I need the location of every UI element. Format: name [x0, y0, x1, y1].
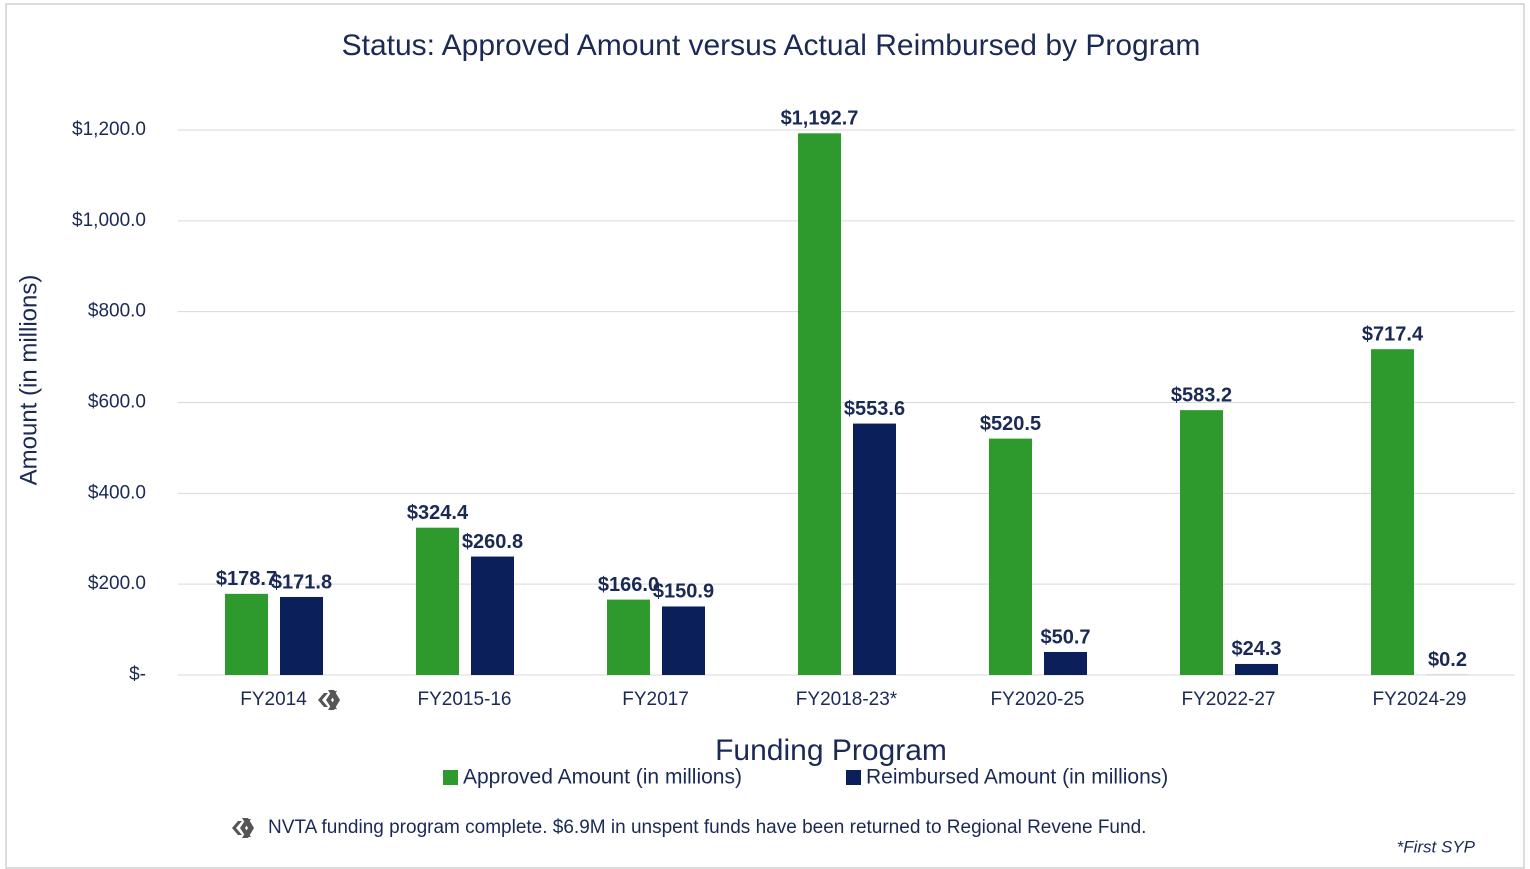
complete-icon: [318, 690, 340, 710]
value-label: $553.6: [844, 398, 905, 420]
bar: [853, 423, 896, 675]
y-tick-label: $400.0: [88, 482, 146, 503]
bar: [225, 593, 268, 675]
bar: [280, 596, 323, 675]
value-label: $0.2: [1428, 649, 1467, 671]
y-tick-label: $1,200.0: [72, 119, 146, 140]
x-tick-label: FY2022-27: [1181, 689, 1275, 710]
value-label: $24.3: [1231, 638, 1281, 660]
value-label: $717.4: [1362, 323, 1424, 345]
legend-label: Approved Amount (in millions): [463, 766, 742, 789]
bar: [607, 599, 650, 675]
y-tick-label: $800.0: [88, 301, 146, 322]
y-tick-label: $-: [129, 664, 146, 685]
legend-label: Reimbursed Amount (in millions): [866, 766, 1168, 789]
bar: [471, 556, 514, 675]
x-tick-label: FY2014: [240, 689, 307, 710]
chart-title: Status: Approved Amount versus Actual Re…: [342, 29, 1201, 62]
y-axis-title: Amount (in millions): [15, 275, 42, 486]
bar: [798, 133, 841, 675]
x-axis-title: Funding Program: [715, 734, 947, 767]
bar: [662, 606, 705, 675]
footnote: NVTA funding program complete. $6.9M in …: [268, 817, 1146, 838]
value-label: $166.0: [598, 574, 659, 596]
y-tick-label: $1,000.0: [72, 210, 146, 231]
y-tick-label: $600.0: [88, 392, 146, 413]
x-tick-label: FY2024-29: [1372, 689, 1466, 710]
x-tick-label: FY2015-16: [417, 689, 511, 710]
value-label: $520.5: [980, 413, 1041, 435]
bar: [1044, 651, 1087, 675]
bar: [989, 438, 1032, 675]
value-label: $1,192.7: [781, 108, 859, 130]
x-tick-label: FY2018-23*: [796, 689, 898, 710]
x-tick-label: FY2020-25: [990, 689, 1084, 710]
footnote-icon: [232, 818, 254, 838]
bar: [1371, 349, 1414, 675]
bar: [416, 527, 459, 675]
value-label: $50.7: [1040, 626, 1090, 648]
value-label: $324.4: [407, 502, 469, 524]
value-label: $178.7: [216, 568, 277, 590]
value-label: $171.8: [271, 571, 332, 593]
note: *First SYP: [1397, 837, 1476, 856]
value-label: $583.2: [1171, 384, 1232, 406]
x-tick-label: FY2017: [622, 689, 689, 710]
bar: [1235, 663, 1278, 675]
legend-swatch: [846, 770, 861, 785]
chart-frame: [5, 3, 1525, 869]
value-label: $150.9: [653, 581, 714, 603]
y-tick-label: $200.0: [88, 573, 146, 594]
bar: [1180, 410, 1223, 675]
legend-swatch: [443, 770, 458, 785]
value-label: $260.8: [462, 531, 523, 553]
